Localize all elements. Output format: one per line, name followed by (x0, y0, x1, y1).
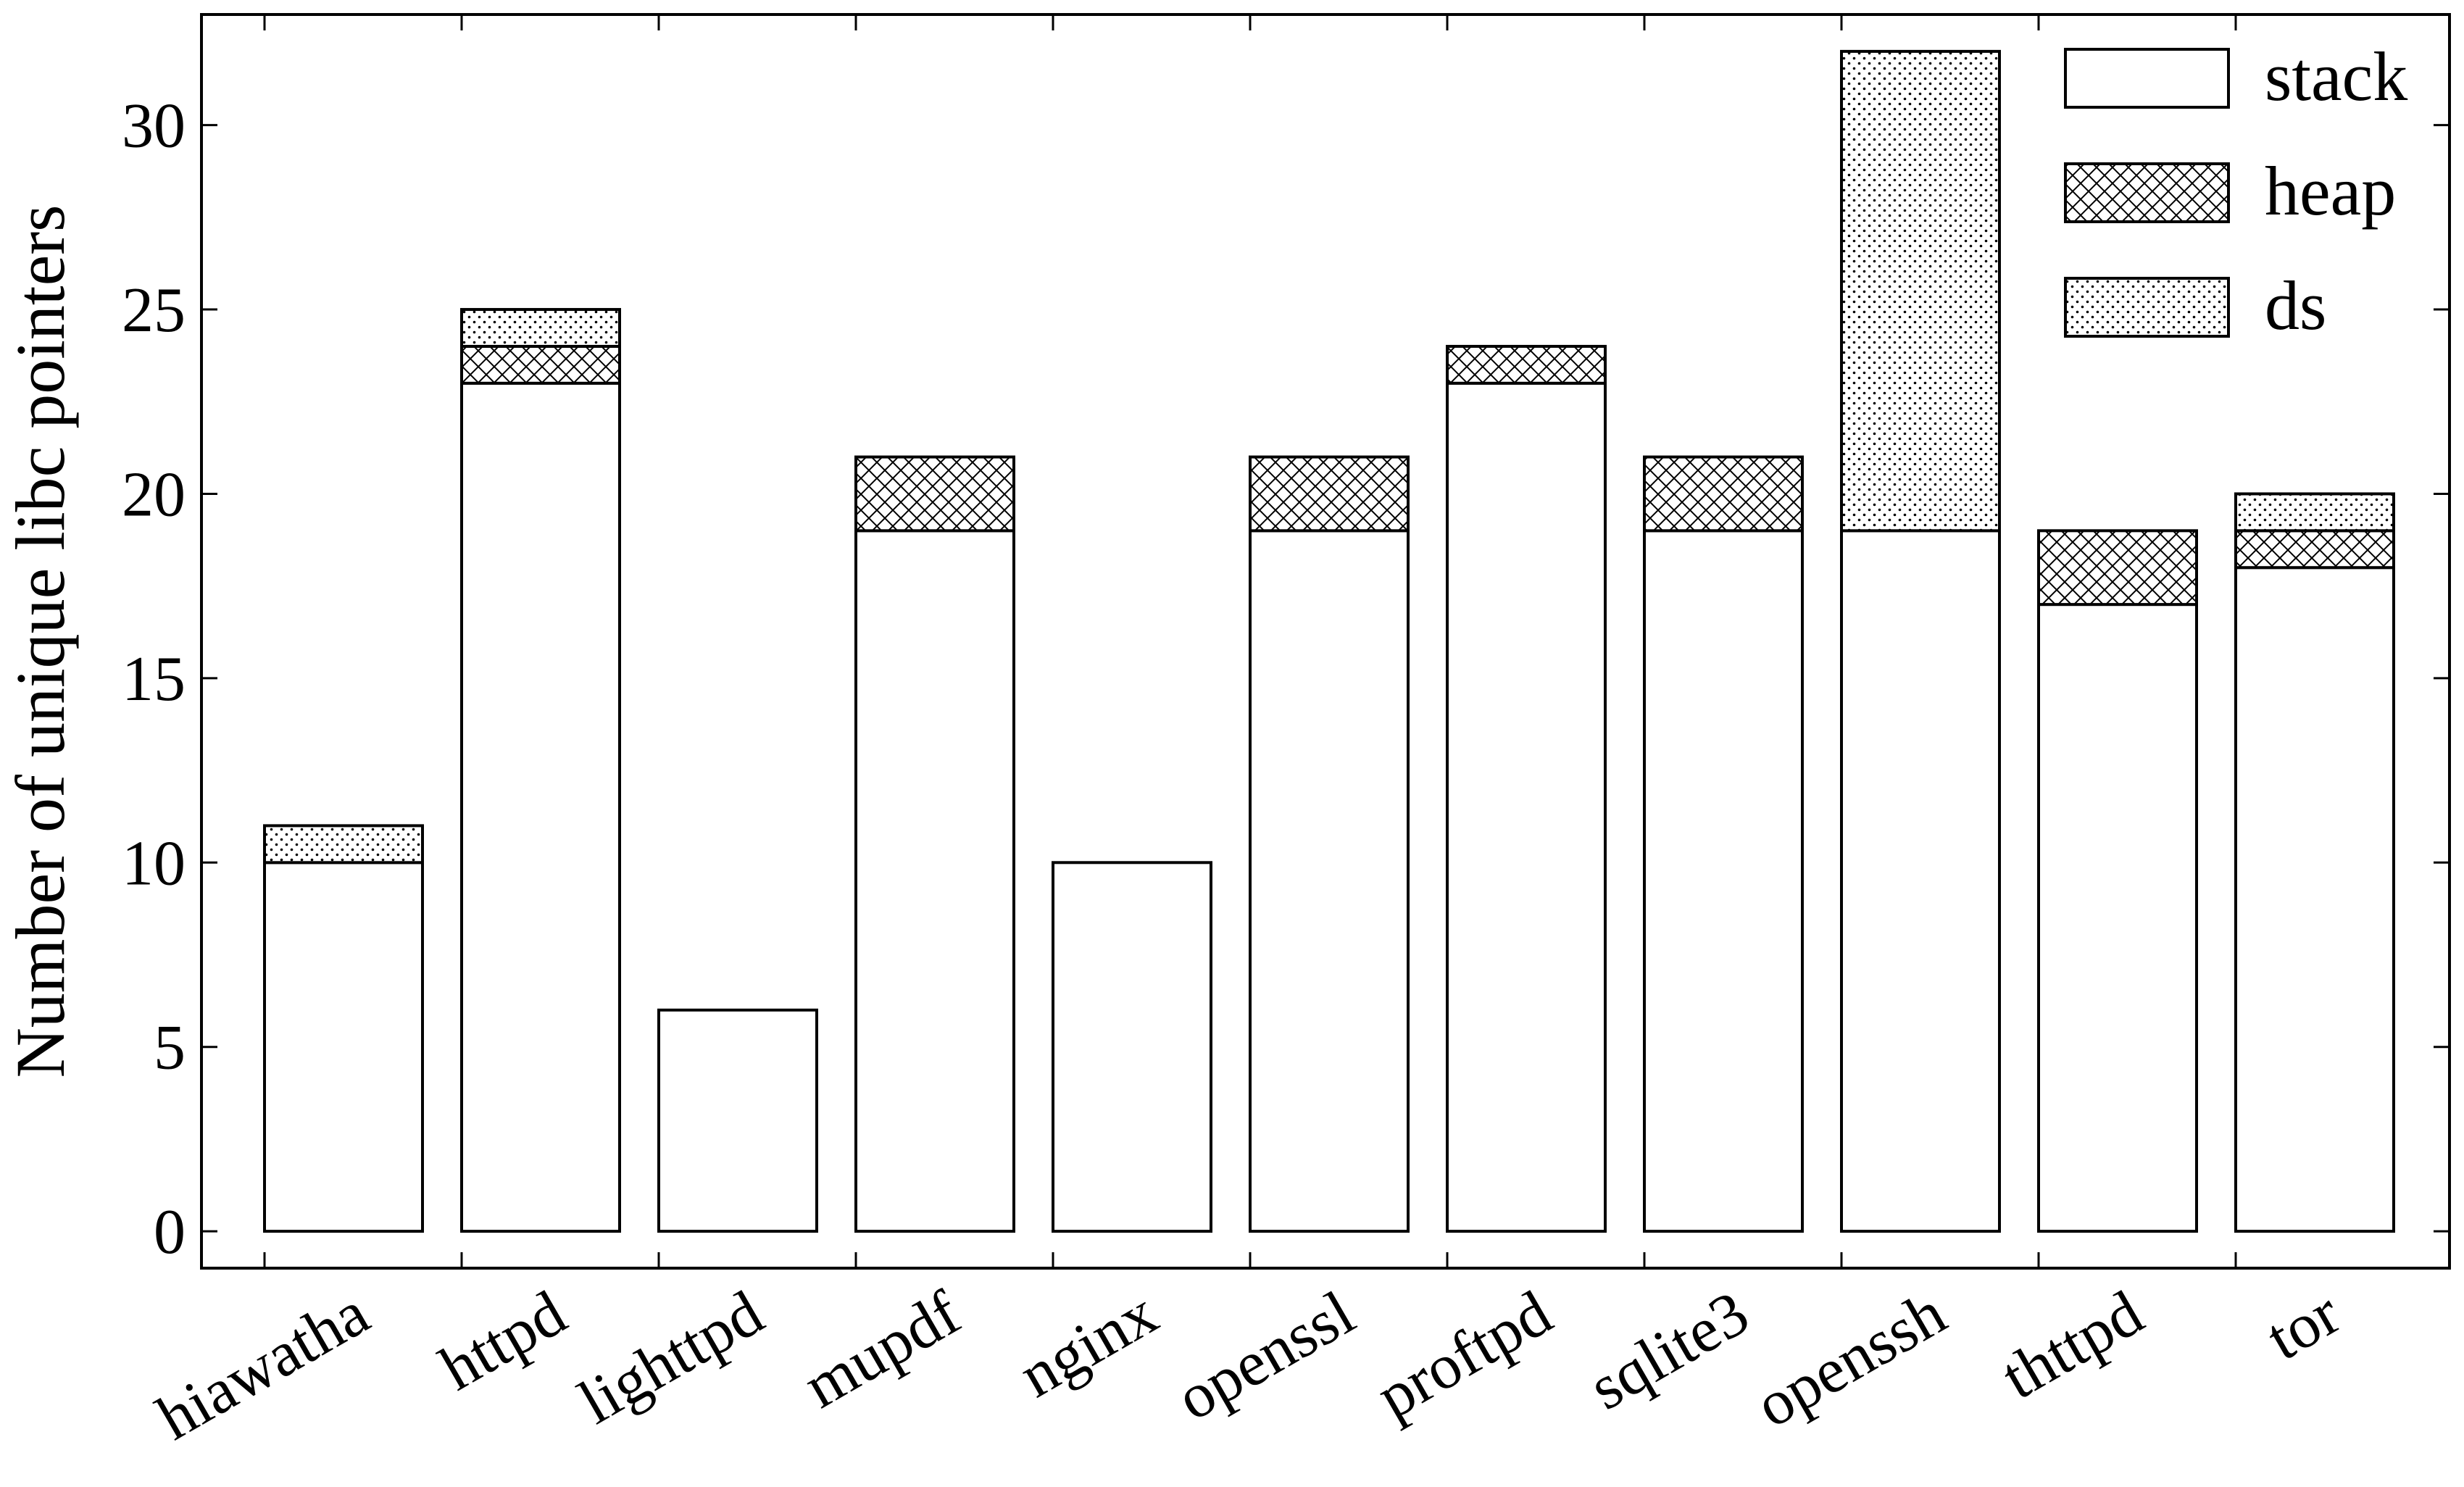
x-tick-label-proftpd: proftpd (1365, 1278, 1563, 1433)
bar-openssh-stack (1840, 529, 2001, 1233)
x-tick-label-hiawatha: hiawatha (146, 1278, 380, 1454)
legend-swatch-stack (2064, 48, 2230, 109)
plot-frame (200, 13, 2451, 1270)
bar-nginx-stack (1052, 861, 1212, 1233)
bar-httpd-heap (460, 344, 621, 385)
y-axis-ticks: 0 5 10 15 20 25 30 (122, 91, 2450, 1267)
bars-layer (263, 49, 2395, 1233)
bar-httpd-stack (460, 381, 621, 1233)
y-axis-label: Number of unique libc pointers (1, 204, 79, 1078)
y-tick-label: 25 (122, 275, 186, 346)
legend-label-ds: ds (2265, 267, 2326, 344)
bar-hiawatha-ds (263, 824, 424, 865)
y-tick-label: 15 (122, 644, 186, 715)
bar-sqlite3-heap (1643, 455, 1804, 533)
bar-proftpd-heap (1446, 344, 1607, 385)
bar-sqlite3-stack (1643, 529, 1804, 1233)
x-tick-label-openssh: openssh (1744, 1278, 1957, 1441)
bar-lighttpd-stack (657, 1008, 818, 1233)
legend-swatch-heap (2064, 162, 2230, 223)
legend-label-heap: heap (2265, 152, 2396, 230)
legend-swatch-ds (2064, 277, 2230, 338)
bar-thttpd-heap (2037, 529, 2198, 607)
bar-hiawatha-stack (263, 861, 424, 1233)
x-tick-label-mupdf: mupdf (793, 1278, 973, 1422)
y-tick-label: 0 (154, 1197, 186, 1267)
bar-openssh-ds (1840, 49, 2001, 533)
y-tick-label: 20 (122, 459, 186, 530)
legend-label-stack: stack (2265, 38, 2407, 115)
bar-tor-stack (2234, 566, 2395, 1233)
x-tick-label-lighttpd: lighttpd (567, 1278, 775, 1438)
x-tick-label-sqlite3: sqlite3 (1578, 1278, 1760, 1423)
bar-proftpd-stack (1446, 381, 1607, 1233)
x-tick-label-tor: tor (2255, 1278, 2352, 1374)
bar-httpd-ds (460, 308, 621, 348)
x-tick-label-thttpd: thttpd (1991, 1278, 2155, 1413)
x-tick-label-openssl: openssl (1165, 1278, 1366, 1434)
bar-tor-ds (2234, 492, 2395, 533)
bar-tor-heap (2234, 529, 2395, 570)
bar-thttpd-stack (2037, 603, 2198, 1233)
y-tick-label: 30 (122, 91, 186, 162)
y-tick-label: 5 (154, 1013, 186, 1083)
bar-openssl-heap (1249, 455, 1410, 533)
legend: stack heap ds (2064, 38, 2407, 344)
y-tick-label: 10 (122, 828, 186, 899)
bar-openssl-stack (1249, 529, 1410, 1233)
bar-mupdf-stack (854, 529, 1015, 1233)
x-tick-label-httpd: httpd (429, 1278, 578, 1404)
bar-mupdf-heap (854, 455, 1015, 533)
x-tick-label-nginx: nginx (1008, 1278, 1169, 1411)
